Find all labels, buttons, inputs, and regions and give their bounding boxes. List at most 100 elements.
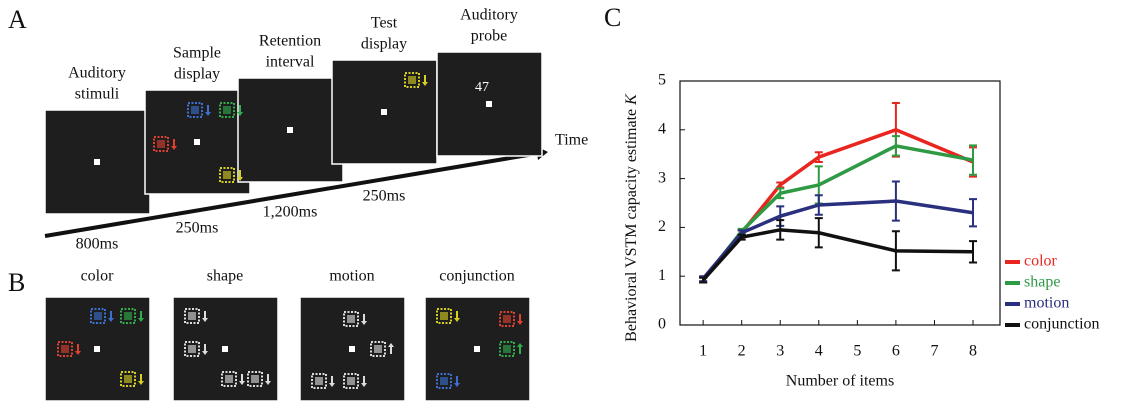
x-tick-label: 1 [699, 343, 707, 360]
x-tick-label: 6 [892, 343, 900, 360]
y-axis-label-text: Behavioral VSTM capacity estimate [623, 109, 640, 342]
series-line [701, 199, 974, 280]
screen-label: stimuli [75, 86, 120, 103]
stimulus [219, 167, 235, 183]
stimulus-fill [124, 312, 132, 320]
stimulus [436, 373, 452, 389]
arrow-head [108, 318, 114, 322]
screen-label: Test [371, 15, 398, 32]
screen-label: probe [471, 28, 507, 45]
error-bar [814, 194, 823, 216]
error-bar [891, 230, 900, 272]
panel-a: Auditory stimuli 800ms Sample display 250ms Re… [44, 7, 588, 253]
stimulus-fill [223, 171, 231, 179]
stimulus [184, 308, 200, 324]
stimulus-fill [374, 345, 382, 353]
y-axis-label: Behavioral VSTM capacity estimate K [623, 93, 640, 342]
duration: 1,200ms [263, 204, 318, 221]
stimulus [499, 311, 515, 327]
error-bar [969, 198, 978, 228]
stimulus [120, 371, 136, 387]
stimulus-fill [223, 106, 231, 114]
panel-b: color shape motion conjunction [44, 268, 531, 402]
stimulus [247, 371, 263, 387]
condition-label: conjunction [439, 268, 515, 285]
y-tick-label: 0 [658, 316, 666, 333]
stimulus-fill [157, 140, 165, 148]
screen-label: Auditory [460, 7, 518, 24]
stimulus [370, 341, 386, 357]
x-tick-label: 7 [930, 343, 938, 360]
arrow-head [517, 343, 523, 347]
x-tick-label: 8 [969, 343, 977, 360]
screen-label: Retention [259, 33, 321, 50]
arrow-head [422, 82, 428, 86]
stimulus-fill [503, 345, 511, 353]
y-tick-label: 3 [658, 169, 666, 186]
stimulus [221, 371, 237, 387]
stimulus [57, 341, 73, 357]
arrow-head [265, 381, 271, 385]
arrow-head [202, 318, 208, 322]
screen-label: Auditory [68, 65, 126, 82]
legend-label: conjunction [1024, 316, 1100, 333]
panel-label: C [604, 3, 621, 32]
arrow-head [205, 112, 211, 116]
legend-label: shape [1024, 274, 1060, 291]
error-bar [776, 219, 785, 241]
stimulus [219, 102, 235, 118]
condition-label: motion [329, 268, 374, 285]
arrow-head [138, 381, 144, 385]
stimulus-fill [503, 315, 511, 323]
error-bar [737, 233, 746, 241]
stimulus-fill [188, 312, 196, 320]
fixation [94, 159, 100, 165]
arrow-head [388, 343, 394, 347]
arrow-head [517, 321, 523, 325]
stimulus [499, 341, 515, 357]
stimulus-fill [315, 377, 323, 385]
stimulus [120, 308, 136, 324]
arrow-head [237, 112, 243, 116]
arrow-head [237, 177, 243, 181]
duration: 250ms [176, 220, 219, 237]
screen-label: interval [266, 54, 315, 71]
stimulus [90, 308, 106, 324]
error-bar [969, 144, 978, 176]
stimulus-fill [61, 345, 69, 353]
legend-label: motion [1024, 295, 1069, 312]
fixation [349, 346, 355, 352]
fixation [486, 101, 492, 107]
error-bar [891, 135, 900, 157]
legend-label: color [1024, 253, 1058, 270]
error-bar [776, 187, 785, 200]
fixation [287, 127, 293, 133]
stimulus [184, 341, 200, 357]
arrow-head [138, 318, 144, 322]
stimulus-fill [188, 345, 196, 353]
arrow-head [361, 383, 367, 387]
y-tick-label: 4 [658, 120, 666, 137]
duration: 250ms [363, 188, 406, 205]
y-tick-label: 5 [658, 72, 666, 89]
stimulus-fill [225, 375, 233, 383]
panel-c: 0 1 2 3 4 5 1 2 3 4 5 6 7 8 Number of items Behavioral … [623, 72, 1100, 390]
stimulus-fill [408, 76, 416, 84]
panel-label: A [8, 5, 27, 34]
stimulus-fill [124, 375, 132, 383]
stimulus [436, 308, 452, 324]
stimulus-fill [94, 312, 102, 320]
arrow-head [454, 318, 460, 322]
stimulus [311, 373, 327, 389]
stimulus-fill [440, 377, 448, 385]
screen-label: display [361, 36, 407, 53]
fixation [194, 139, 200, 145]
arrow-head [75, 351, 81, 355]
y-axis-label-var: K [623, 93, 640, 106]
stimulus-fill [347, 377, 355, 385]
stimulus [343, 311, 359, 327]
stimulus [153, 136, 169, 152]
x-tick-label: 5 [853, 343, 861, 360]
x-tick-label: 4 [815, 343, 823, 360]
